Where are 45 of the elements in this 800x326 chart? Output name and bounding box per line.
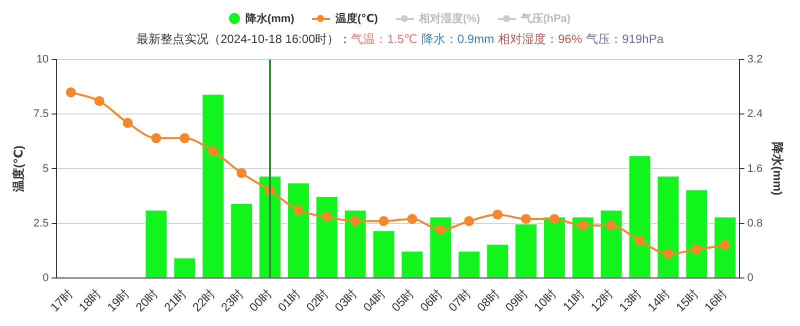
x-tick-label: 21时: [161, 286, 190, 314]
legend-label: 相对湿度(%): [418, 12, 480, 26]
x-tick-label: 07时: [446, 286, 474, 314]
x-tick-label: 14时: [644, 286, 673, 314]
x-tick-label: 08时: [474, 286, 502, 314]
y-axis-title: 温度(℃): [12, 145, 26, 194]
y2-tick-label: 2.4: [747, 108, 763, 120]
legend-label: 降水(mm): [245, 12, 294, 26]
legend-label: 温度(℃): [335, 12, 378, 26]
y2-tick-label: 1.6: [747, 162, 763, 175]
x-tick-label: 00时: [246, 286, 274, 314]
x-tick-label: 10时: [531, 286, 559, 314]
x-tick-label: 02时: [304, 286, 332, 314]
x-tick-label: 19时: [104, 286, 132, 314]
y-tick-label: 7.5: [33, 108, 49, 120]
y2-tick-label: 0: [747, 272, 754, 284]
text: 气温：1.5℃: [351, 32, 418, 46]
x-tick-label: 13时: [616, 286, 644, 314]
y2-axis-title: 降水(mm): [770, 142, 784, 196]
x-tick-label: 16时: [702, 286, 730, 314]
x-tick-label: 01时: [275, 286, 303, 314]
text: 相对湿度：96%: [498, 32, 582, 46]
legend-label: 气压(hPa): [521, 12, 571, 26]
y-tick-label: 10: [36, 54, 49, 66]
y2-tick-label: 0.8: [747, 217, 763, 230]
y-tick-label: 0: [42, 272, 49, 284]
x-tick-label: 03时: [332, 286, 360, 314]
x-tick-label: 17时: [48, 286, 76, 314]
x-tick-label: 15时: [673, 286, 702, 314]
x-tick-label: 22时: [190, 286, 218, 314]
x-tick-label: 20时: [132, 286, 161, 314]
text: 气压：919hPa: [586, 32, 664, 46]
y-tick-label: 5: [42, 162, 49, 175]
x-tick-label: 05时: [388, 286, 417, 314]
y2-tick-label: 3.2: [747, 54, 763, 66]
chart-subtitle: 最新整点实况（2024-10-18 16:00时）：: [136, 32, 352, 46]
y-tick-label: 2.5: [33, 217, 49, 230]
x-tick-label: 12时: [588, 286, 616, 314]
x-tick-label: 11时: [560, 286, 588, 314]
x-tick-label: 23时: [218, 286, 246, 314]
x-tick-label: 06时: [417, 286, 446, 314]
text: 降水：0.9mm: [421, 32, 494, 46]
x-tick-label: 09时: [502, 286, 530, 314]
x-tick-label: 18时: [76, 286, 104, 314]
x-tick-label: 04时: [360, 286, 388, 314]
